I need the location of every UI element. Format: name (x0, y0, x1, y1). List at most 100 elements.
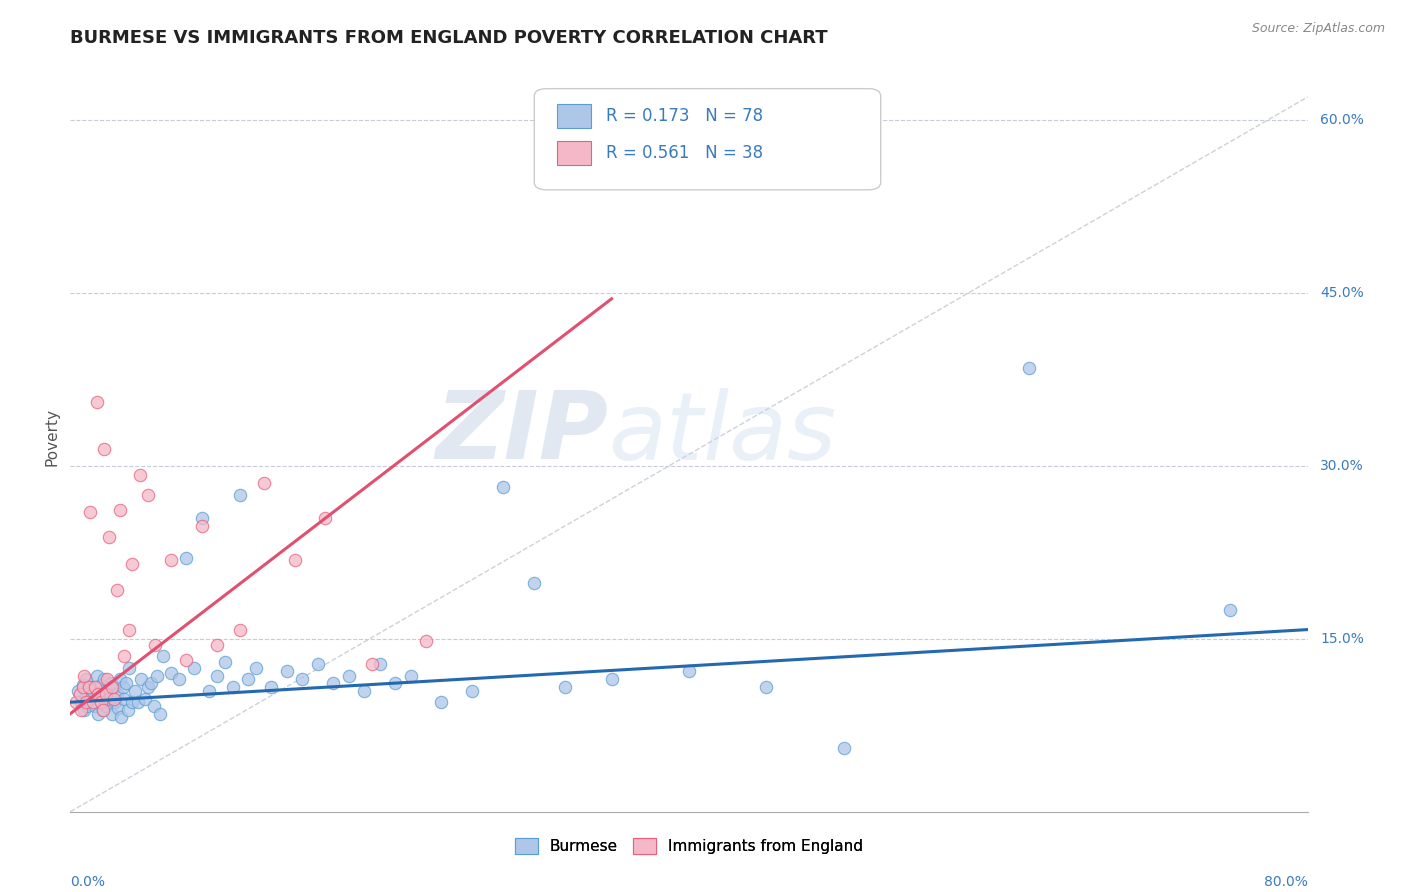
Point (1219, 603, 1241, 617)
Point (238, 672, 260, 686)
Point (111, 680, 134, 694)
Point (84, 680, 107, 694)
Point (368, 657, 391, 672)
Point (75, 695, 97, 709)
Point (183, 660, 205, 674)
Point (399, 669, 422, 683)
Point (214, 655, 236, 669)
Point (129, 468, 152, 483)
Point (229, 623, 252, 637)
Point (276, 664, 298, 678)
Text: atlas: atlas (609, 388, 837, 479)
Point (76, 698, 98, 713)
Point (72, 678, 94, 692)
Point (90, 695, 112, 709)
Point (152, 649, 174, 664)
Point (101, 680, 124, 694)
Point (1018, 360, 1040, 375)
Point (70, 695, 93, 709)
Point (353, 683, 375, 698)
Point (108, 502, 131, 516)
Point (260, 680, 283, 694)
Point (415, 634, 437, 648)
Point (174, 652, 197, 666)
Point (191, 519, 214, 533)
Point (94, 687, 117, 701)
Point (139, 675, 162, 690)
Text: BURMESE VS IMMIGRANTS FROM ENGLAND POVERTY CORRELATION CHART: BURMESE VS IMMIGRANTS FROM ENGLAND POVER… (70, 29, 828, 47)
Point (115, 675, 138, 690)
Point (167, 672, 190, 686)
Point (73, 669, 96, 683)
Point (89, 690, 111, 704)
Text: 30.0%: 30.0% (1320, 458, 1364, 473)
Point (84, 698, 107, 713)
Point (361, 657, 384, 672)
Point (79, 505, 101, 519)
Point (108, 672, 131, 686)
Point (322, 675, 344, 690)
Point (136, 488, 159, 502)
Text: R = 0.173   N = 78: R = 0.173 N = 78 (606, 107, 763, 125)
Point (87, 706, 110, 721)
FancyBboxPatch shape (557, 103, 591, 128)
Point (75, 687, 97, 701)
Point (134, 691, 156, 706)
Point (93, 442, 115, 456)
Text: R = 0.561   N = 38: R = 0.561 N = 38 (606, 145, 763, 162)
Point (384, 675, 406, 690)
Point (75, 672, 97, 686)
Point (98, 530, 120, 544)
FancyBboxPatch shape (557, 141, 591, 165)
Point (98, 691, 120, 706)
Point (82, 683, 105, 698)
Point (124, 683, 146, 698)
Point (114, 649, 135, 664)
Point (229, 488, 252, 502)
Text: 45.0%: 45.0% (1320, 286, 1364, 300)
Point (79, 691, 101, 706)
Point (117, 703, 139, 717)
Point (118, 660, 141, 674)
Point (77, 680, 100, 694)
Point (107, 701, 129, 715)
Point (121, 557, 143, 571)
Point (69, 687, 91, 701)
Point (101, 706, 124, 721)
Point (146, 669, 169, 683)
Text: 60.0%: 60.0% (1320, 113, 1364, 127)
Point (91, 703, 114, 717)
Text: 80.0%: 80.0% (1264, 875, 1308, 889)
Point (105, 583, 128, 598)
Point (65, 695, 87, 709)
Text: 15.0%: 15.0% (1320, 632, 1364, 646)
Point (96, 672, 118, 686)
Point (160, 666, 183, 681)
Point (91, 703, 114, 717)
Point (110, 710, 132, 724)
Point (492, 480, 515, 494)
Text: 0.0%: 0.0% (70, 875, 105, 889)
Point (337, 669, 360, 683)
Point (105, 687, 128, 701)
Point (755, 680, 778, 694)
Point (86, 395, 108, 409)
Point (222, 680, 245, 694)
Point (67, 683, 90, 698)
Point (191, 510, 214, 524)
Point (245, 660, 267, 674)
Point (207, 669, 229, 683)
Point (86, 669, 108, 683)
Point (160, 553, 183, 567)
Point (118, 623, 141, 637)
Legend: Burmese, Immigrants from England: Burmese, Immigrants from England (509, 832, 869, 860)
Point (291, 672, 314, 686)
Point (104, 695, 127, 709)
Point (121, 695, 143, 709)
Point (90, 695, 112, 709)
Point (678, 664, 700, 678)
Point (73, 703, 96, 717)
Point (127, 695, 149, 709)
Point (284, 553, 307, 567)
Point (307, 657, 329, 672)
